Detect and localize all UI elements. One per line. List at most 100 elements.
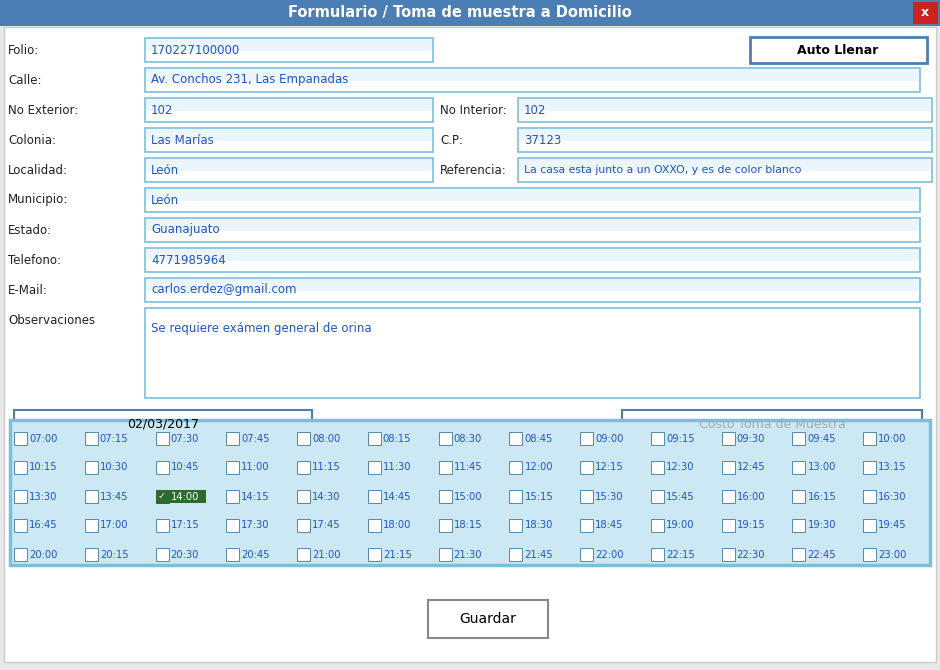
Text: Costo Toma de Muestra: Costo Toma de Muestra bbox=[698, 417, 845, 431]
Bar bbox=[297, 548, 310, 561]
Text: 14:00: 14:00 bbox=[170, 492, 199, 502]
Bar bbox=[518, 98, 932, 122]
Text: 09:30: 09:30 bbox=[737, 433, 765, 444]
Text: 170227100000: 170227100000 bbox=[151, 44, 241, 56]
Bar bbox=[14, 548, 27, 561]
Text: 21:15: 21:15 bbox=[383, 549, 412, 559]
Bar bbox=[580, 461, 593, 474]
Text: 18:45: 18:45 bbox=[595, 521, 623, 531]
Text: Municipio:: Municipio: bbox=[8, 194, 69, 206]
Text: Estado:: Estado: bbox=[8, 224, 52, 237]
Bar bbox=[509, 519, 523, 532]
Text: 22:00: 22:00 bbox=[595, 549, 623, 559]
Bar bbox=[297, 432, 310, 445]
Bar bbox=[146, 189, 919, 201]
Bar bbox=[722, 519, 735, 532]
Text: 14:45: 14:45 bbox=[383, 492, 412, 502]
Bar bbox=[509, 490, 523, 503]
Bar bbox=[14, 461, 27, 474]
Bar bbox=[509, 461, 523, 474]
Text: 14:30: 14:30 bbox=[312, 492, 340, 502]
Bar bbox=[750, 37, 927, 63]
Bar bbox=[146, 39, 432, 51]
Text: 16:30: 16:30 bbox=[878, 492, 907, 502]
Bar bbox=[580, 548, 593, 561]
Text: 10:00: 10:00 bbox=[878, 433, 906, 444]
Text: Se requiere exámen general de orina: Se requiere exámen general de orina bbox=[151, 322, 371, 335]
Text: 12:00: 12:00 bbox=[525, 462, 553, 472]
Bar bbox=[146, 129, 432, 141]
Bar bbox=[227, 461, 240, 474]
Bar bbox=[792, 490, 806, 503]
Text: 37123: 37123 bbox=[524, 133, 561, 147]
Text: Las Marías: Las Marías bbox=[151, 133, 213, 147]
Bar bbox=[863, 461, 876, 474]
Text: 14:15: 14:15 bbox=[242, 492, 270, 502]
Bar bbox=[368, 461, 381, 474]
Bar bbox=[519, 159, 931, 171]
Text: 12:45: 12:45 bbox=[737, 462, 765, 472]
Bar bbox=[913, 2, 938, 24]
Bar bbox=[227, 432, 240, 445]
Text: León: León bbox=[151, 194, 180, 206]
Text: No Interior:: No Interior: bbox=[440, 103, 507, 117]
Text: Observaciones: Observaciones bbox=[8, 314, 95, 326]
Bar bbox=[10, 420, 930, 565]
Bar bbox=[519, 129, 931, 141]
Bar bbox=[85, 461, 98, 474]
Bar bbox=[792, 548, 806, 561]
Text: 10:45: 10:45 bbox=[170, 462, 199, 472]
Bar bbox=[650, 490, 664, 503]
Bar bbox=[145, 248, 920, 272]
Bar bbox=[85, 548, 98, 561]
Text: 11:45: 11:45 bbox=[454, 462, 482, 472]
Text: 18:15: 18:15 bbox=[454, 521, 482, 531]
Bar bbox=[863, 490, 876, 503]
Text: 21:30: 21:30 bbox=[454, 549, 482, 559]
Bar bbox=[169, 490, 206, 503]
Bar bbox=[14, 490, 27, 503]
Text: 13:30: 13:30 bbox=[29, 492, 57, 502]
Text: 15:00: 15:00 bbox=[454, 492, 482, 502]
Text: 20:15: 20:15 bbox=[100, 549, 129, 559]
Text: 07:45: 07:45 bbox=[242, 433, 270, 444]
Text: 13:00: 13:00 bbox=[807, 462, 836, 472]
Bar bbox=[368, 548, 381, 561]
Text: Referencia:: Referencia: bbox=[440, 163, 507, 176]
Text: La casa esta junto a un OXXO, y es de color blanco: La casa esta junto a un OXXO, y es de co… bbox=[524, 165, 802, 175]
Bar bbox=[722, 548, 735, 561]
Text: Guanajuato: Guanajuato bbox=[151, 224, 220, 237]
Bar bbox=[145, 128, 433, 152]
Text: C.P:: C.P: bbox=[440, 133, 463, 147]
Bar bbox=[792, 519, 806, 532]
Bar bbox=[155, 461, 168, 474]
Bar bbox=[439, 519, 451, 532]
Text: No Exterior:: No Exterior: bbox=[8, 103, 78, 117]
Text: 20:00: 20:00 bbox=[29, 549, 57, 559]
Text: 22:30: 22:30 bbox=[737, 549, 765, 559]
Text: E-Mail:: E-Mail: bbox=[8, 283, 48, 297]
Text: Av. Conchos 231, Las Empanadas: Av. Conchos 231, Las Empanadas bbox=[151, 74, 349, 86]
Bar bbox=[14, 519, 27, 532]
Text: 07:15: 07:15 bbox=[100, 433, 129, 444]
Bar bbox=[722, 432, 735, 445]
Bar bbox=[722, 461, 735, 474]
Text: 11:30: 11:30 bbox=[383, 462, 412, 472]
Text: 10:30: 10:30 bbox=[100, 462, 128, 472]
Text: 10:15: 10:15 bbox=[29, 462, 57, 472]
Bar bbox=[85, 432, 98, 445]
Bar bbox=[14, 432, 27, 445]
Bar bbox=[297, 519, 310, 532]
Bar bbox=[155, 490, 168, 503]
Text: 15:30: 15:30 bbox=[595, 492, 623, 502]
Bar bbox=[145, 98, 433, 122]
Bar bbox=[580, 490, 593, 503]
Text: Folio:: Folio: bbox=[8, 44, 39, 56]
Text: 16:15: 16:15 bbox=[807, 492, 837, 502]
Bar bbox=[297, 461, 310, 474]
Text: carlos.erdez@gmail.com: carlos.erdez@gmail.com bbox=[151, 283, 296, 297]
Bar bbox=[297, 490, 310, 503]
Text: 15:15: 15:15 bbox=[525, 492, 553, 502]
Text: 09:15: 09:15 bbox=[666, 433, 695, 444]
Bar bbox=[85, 490, 98, 503]
